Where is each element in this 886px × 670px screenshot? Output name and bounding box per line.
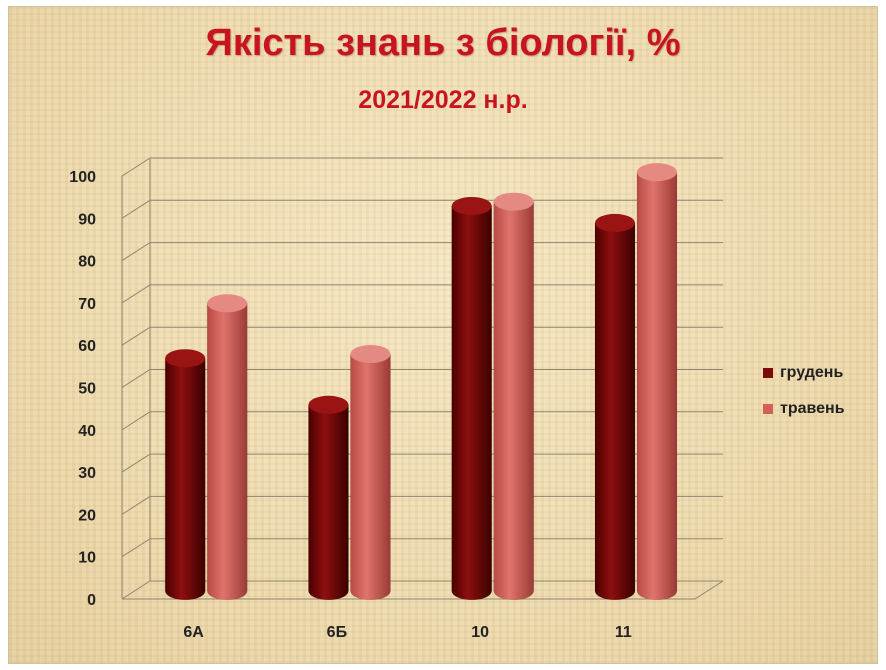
legend: грудень травень	[763, 362, 845, 434]
bar-6Б-грудень	[308, 395, 349, 601]
bars	[164, 163, 678, 601]
gridline	[121, 157, 723, 177]
legend-item: травень	[763, 398, 845, 420]
y-tick-label: 0	[87, 592, 96, 609]
y-tick-label: 40	[78, 423, 96, 440]
legend-swatch	[763, 368, 773, 378]
bar-body	[350, 353, 391, 601]
floor-edge	[122, 580, 724, 600]
y-tick-label: 10	[78, 550, 96, 567]
legend-swatch	[763, 404, 773, 414]
bar-top	[308, 395, 349, 414]
x-tick-label: 6Б	[327, 624, 347, 641]
bar-body	[308, 404, 349, 601]
bar-10-травень	[493, 192, 534, 601]
x-tick-label: 10	[471, 624, 489, 641]
x-axis: 6А 6Б 10 11	[183, 624, 632, 641]
bar-body	[636, 171, 678, 601]
bar-top	[594, 213, 635, 232]
axis-wall	[121, 158, 151, 599]
bar-body	[164, 358, 206, 601]
y-tick-label: 80	[78, 254, 96, 271]
bar-body	[493, 201, 534, 601]
gridline	[121, 199, 723, 219]
bar-11-травень	[636, 163, 678, 601]
y-tick-label: 100	[69, 169, 96, 186]
chart-title: Якість знань з біології, %	[205, 22, 681, 64]
y-tick-label: 30	[78, 465, 96, 482]
bar-6Б-травень	[350, 345, 391, 601]
legend-label: грудень	[780, 364, 844, 381]
y-axis: 0 10 20 30 40 50 60 70 80 90 100	[69, 169, 96, 609]
legend-label: травень	[780, 400, 845, 417]
bar-top	[350, 345, 391, 364]
bar-6А-травень	[206, 294, 248, 601]
y-tick-label: 50	[78, 381, 96, 398]
bar-11-грудень	[594, 213, 636, 601]
bar-body	[451, 205, 492, 601]
bar-6А-грудень	[164, 349, 206, 601]
x-tick-label: 11	[615, 624, 632, 641]
y-tick-label: 20	[78, 507, 96, 524]
bar-body	[206, 303, 248, 601]
chart-frame	[8, 6, 878, 664]
bar-top	[451, 196, 492, 215]
bar-body	[594, 222, 636, 601]
y-tick-label: 70	[78, 296, 96, 313]
legend-item: грудень	[763, 362, 845, 384]
chart-subtitle: 2021/2022 н.р.	[358, 86, 528, 114]
bar-top	[636, 163, 677, 182]
bar-top	[207, 294, 248, 313]
bar-10-грудень	[451, 196, 492, 601]
bar-top	[493, 192, 534, 211]
y-tick-label: 90	[78, 211, 96, 228]
bar-top	[165, 349, 206, 368]
x-tick-label: 6А	[183, 624, 204, 641]
y-tick-label: 60	[78, 338, 96, 355]
